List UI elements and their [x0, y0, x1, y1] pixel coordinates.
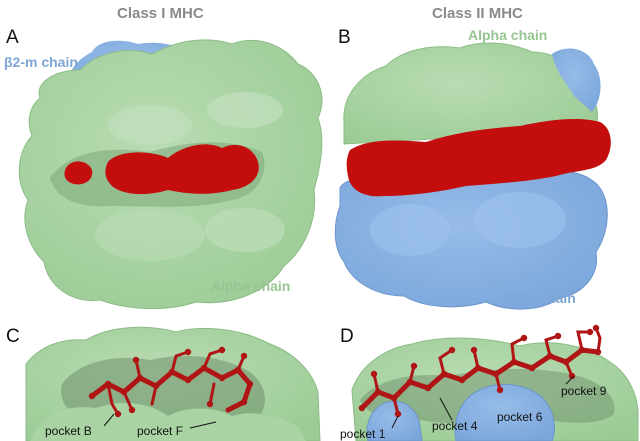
beta-pocket-1-d	[366, 400, 423, 441]
peptide-sidechain-c	[106, 348, 246, 416]
alpha-helix-a1	[108, 105, 192, 145]
panel-d-structure	[351, 324, 639, 441]
pocket-1-label: pocket 1	[340, 427, 386, 441]
panel-b-structure	[334, 42, 611, 310]
pocket-9-label: pocket 9	[561, 384, 607, 398]
pocket-4-label: pocket 4	[432, 419, 478, 433]
pocket-f-leader	[189, 421, 217, 429]
pocket-9-leader	[565, 375, 575, 385]
beta-domain-b2	[474, 192, 566, 248]
column-title-class-ii: Class II MHC	[432, 5, 523, 22]
peptide-sidechain-d	[372, 326, 602, 416]
panel-letter-b: B	[338, 27, 351, 48]
pocket-4-leader	[439, 397, 453, 421]
panel-a-structure	[18, 39, 323, 309]
panel-c-structure	[25, 326, 321, 441]
panel-letter-c: C	[6, 326, 20, 347]
pocket-f-label: pocket F	[137, 424, 184, 438]
pocket-1-leader	[391, 415, 399, 429]
class-ii-alpha-chain-label: Alpha chain	[468, 27, 548, 43]
beta-pocket-6-d	[454, 384, 555, 441]
class-i-alpha-chain-label: Alpha chain	[211, 278, 291, 294]
pocket-b-leader	[103, 413, 115, 427]
b2m-chain-label: β2-m chain	[4, 54, 78, 70]
lower-floor-c	[30, 402, 306, 441]
pocket-b-label: pocket B	[45, 424, 92, 438]
panel-letter-a: A	[6, 27, 19, 48]
class-ii-beta-chain-label: Beta chain	[505, 290, 576, 306]
peptide-atoms-d	[358, 324, 602, 418]
column-title-class-i: Class I MHC	[117, 5, 204, 22]
alpha-helix-a3	[95, 209, 205, 261]
panel-letter-d: D	[340, 326, 354, 347]
alpha-helix-a2	[207, 92, 283, 128]
alpha-helix-a4	[205, 208, 285, 252]
beta-domain-b1	[370, 204, 450, 256]
peptide-surface-a	[105, 144, 259, 195]
peptide-surface-b	[346, 119, 611, 197]
peptide-tip-a	[64, 161, 93, 185]
peptide-atoms-c	[88, 346, 254, 418]
alpha-chain-blue-edge-b	[552, 48, 601, 112]
pocket-6-label: pocket 6	[497, 410, 543, 424]
